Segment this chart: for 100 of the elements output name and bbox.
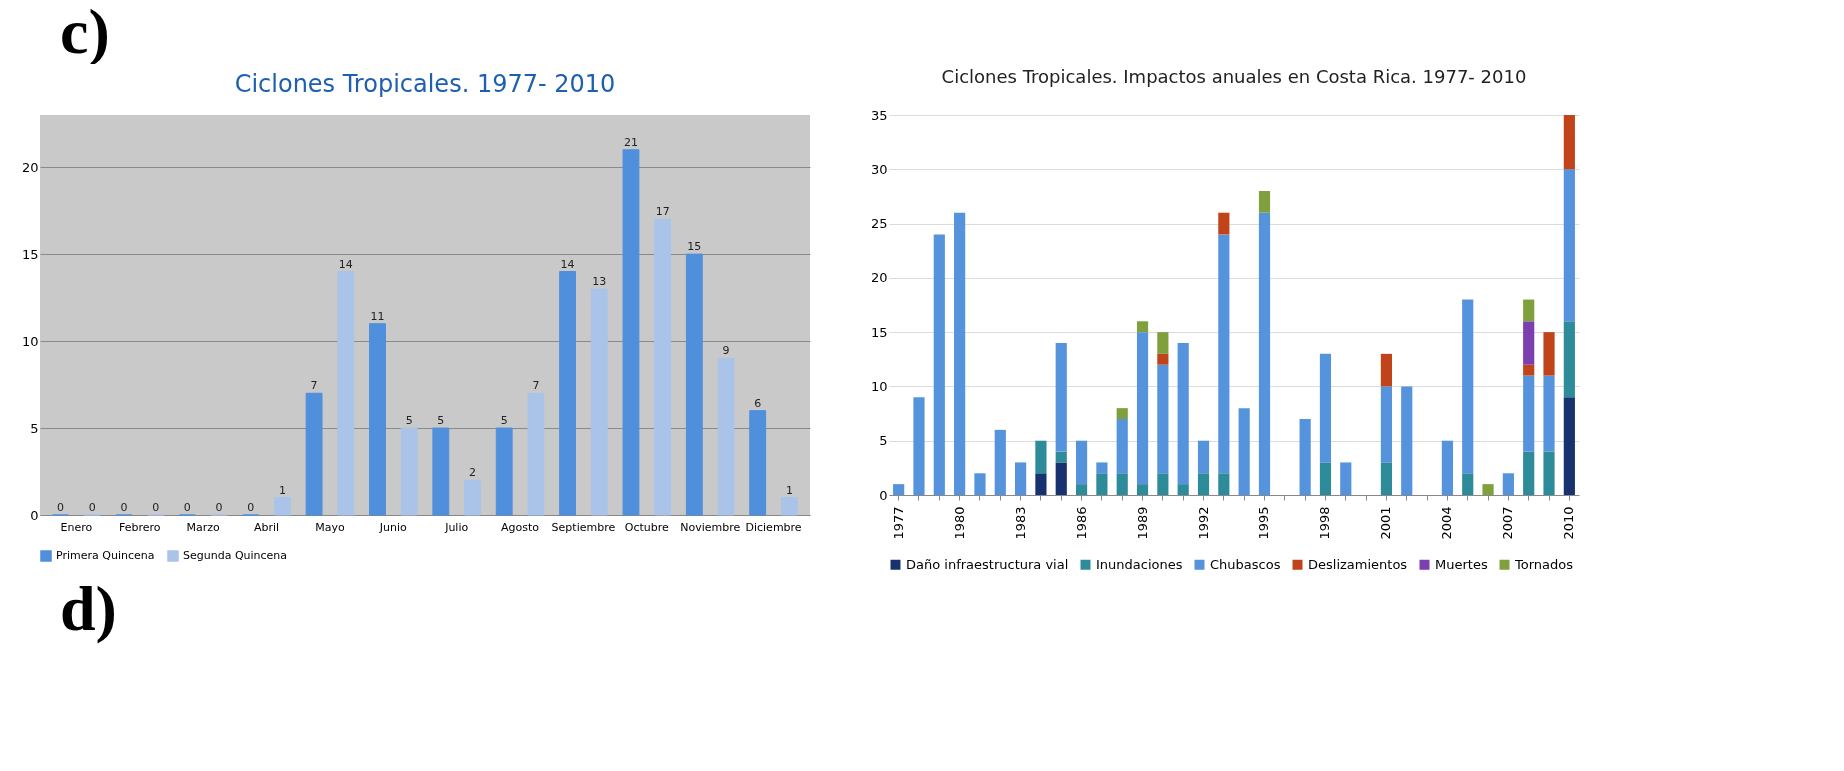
chart-title: Ciclones Tropicales. 1977- 2010: [234, 70, 616, 98]
x-tick-label: 1977: [890, 506, 906, 540]
x-tick-label: Marzo: [186, 520, 221, 534]
bar: [1218, 473, 1230, 495]
text: c): [59, 0, 111, 67]
bar: [1523, 364, 1535, 376]
x-tick-label: 1992: [1195, 506, 1211, 540]
bar: [1543, 451, 1555, 495]
x-tick-label: 2010: [1561, 506, 1577, 540]
x-tick-label: Octubre: [624, 520, 670, 534]
y-tick-label: 5: [879, 433, 888, 449]
bar: [1401, 386, 1413, 495]
bar: [1258, 212, 1271, 495]
bar: [1523, 451, 1535, 495]
bar: [432, 427, 450, 516]
bar: [685, 253, 703, 516]
bar: [913, 397, 925, 495]
bar: [1177, 343, 1189, 485]
bar: [1075, 440, 1088, 485]
x-tick-label: 1980: [951, 506, 967, 540]
bar: [1258, 191, 1271, 213]
data-label: 5: [437, 414, 445, 428]
bar: [464, 479, 481, 516]
y-tick-label: 0: [879, 487, 888, 503]
data-label: 5: [405, 414, 413, 428]
bar: [400, 427, 418, 516]
x-tick-label: Septiembre: [551, 520, 616, 534]
bar: [1218, 212, 1230, 235]
x-tick-label: Febrero: [119, 520, 161, 534]
data-label: 0: [88, 501, 96, 514]
bar: [933, 234, 945, 495]
x-tick-label: Noviembre: [680, 520, 741, 534]
text: d): [59, 573, 118, 644]
data-label: 17: [655, 205, 670, 219]
bar: [1157, 473, 1169, 495]
bar: [622, 149, 640, 516]
bar: [369, 323, 386, 516]
bar: [1157, 364, 1169, 474]
x-tick-label: Diciembre: [745, 520, 802, 534]
bar: [1035, 473, 1047, 495]
data-label: 0: [247, 501, 255, 514]
bar: [1441, 440, 1453, 495]
data-label: 0: [215, 501, 223, 514]
legend-label: Segunda Quincena: [183, 549, 288, 562]
x-tick-label: 1998: [1317, 506, 1333, 540]
bar: [1197, 473, 1210, 495]
y-tick-label: 15: [21, 246, 39, 262]
data-label: 13: [592, 274, 607, 288]
bar: [1238, 408, 1250, 495]
bar: [717, 357, 735, 516]
bar: [559, 271, 577, 516]
x-tick-label: 2007: [1500, 506, 1516, 540]
bar: [1096, 462, 1108, 474]
bar: [1523, 321, 1535, 365]
y-tick-label: 30: [870, 161, 888, 177]
data-label: 7: [310, 379, 318, 393]
y-tick-label: 15: [870, 324, 888, 340]
y-tick-label: 10: [21, 333, 39, 349]
bar: [749, 410, 767, 516]
bar: [1523, 375, 1535, 452]
bar: [1055, 462, 1067, 495]
bar: [1299, 419, 1311, 495]
x-tick-label: 2004: [1439, 506, 1455, 540]
bar: [1116, 408, 1128, 419]
x-tick-label: 1983: [1012, 506, 1028, 540]
x-tick-label: Mayo: [315, 520, 345, 534]
bar: [1157, 353, 1169, 365]
legend-label: Inundaciones: [1096, 556, 1183, 572]
data-label: 7: [532, 379, 540, 393]
bar: [527, 392, 545, 516]
bar: [495, 427, 513, 516]
bar: [1157, 332, 1169, 354]
bar: [1116, 419, 1128, 474]
x-tick-label: 1995: [1256, 506, 1272, 540]
bar: [1502, 473, 1514, 495]
legend-label: Chubascos: [1210, 556, 1281, 572]
legend-label: Primera Quincena: [56, 549, 155, 562]
y-tick-label: 25: [870, 216, 888, 232]
data-label: 21: [623, 135, 638, 149]
data-label: 6: [754, 396, 762, 410]
data-label: 1: [785, 483, 793, 497]
bar: [1462, 299, 1474, 474]
y-tick-label: 20: [870, 270, 888, 286]
x-tick-label: Abril: [253, 520, 280, 534]
x-tick-label: 1989: [1134, 506, 1150, 540]
bar: [1563, 397, 1575, 495]
bar: [1035, 440, 1047, 474]
bar: [1116, 473, 1128, 495]
bar: [1015, 462, 1027, 495]
bar: [1380, 386, 1393, 463]
bar: [994, 429, 1006, 495]
bar: [1136, 321, 1149, 333]
x-tick-label: 2001: [1378, 506, 1394, 540]
bar: [590, 288, 608, 516]
x-tick-label: 1986: [1073, 506, 1089, 540]
data-label: 5: [500, 414, 508, 428]
y-tick-label: 5: [30, 420, 39, 436]
bar: [305, 392, 323, 516]
bar: [1096, 473, 1108, 495]
x-tick-label: Julio: [444, 520, 469, 534]
